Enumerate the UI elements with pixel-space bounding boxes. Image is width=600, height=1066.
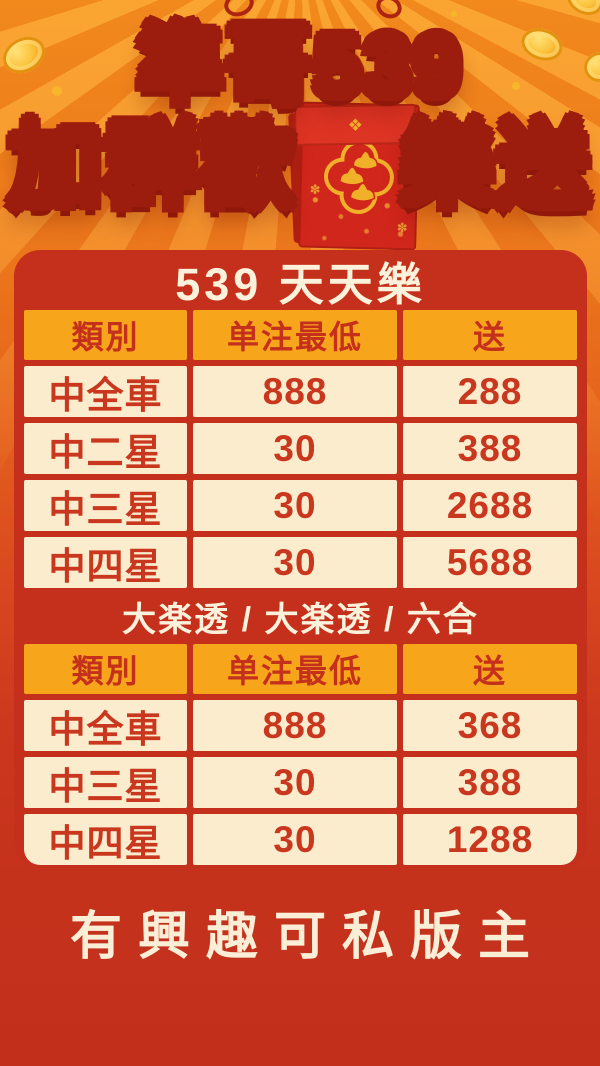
red-envelope-body: ✽ ✽ [298,101,420,251]
offer-card: 539 天天樂 類別 单注最低 送 中全車 888 288 中二星 30 388… [14,250,587,868]
table1-title: 539 天天樂 [175,258,426,310]
gold-dot [451,11,457,17]
table-cell: 30 [193,814,397,865]
table-cell: 中三星 [24,480,187,531]
table-cell: 288 [403,366,577,417]
column-header: 送 [403,644,577,694]
table-cell: 888 [193,700,397,751]
table-cell: 30 [193,537,397,588]
column-header: 類別 [24,644,187,694]
table-cell: 388 [403,757,577,808]
column-header: 单注最低 [193,310,397,360]
table-cell: 中全車 [24,366,187,417]
table-lotto: 類別 单注最低 送 中全車 888 368 中三星 30 388 中四星 30 … [24,644,577,865]
table2-title: 大楽透 / 大楽透 / 六合 [122,600,479,639]
column-header: 送 [403,310,577,360]
red-envelope-icon: ✽ ✽ ❖ [288,101,420,251]
table-cell: 2688 [403,480,577,531]
table-cell: 中二星 [24,423,187,474]
table-cell: 30 [193,757,397,808]
column-header: 单注最低 [193,644,397,694]
title-line2-prefix: 加群歡 [7,112,296,217]
table-cell: 中四星 [24,537,187,588]
title-line2: 加群歡 樂送 [0,118,600,212]
table-cell: 中三星 [24,757,187,808]
gold-dot [52,86,62,96]
table-539: 類別 单注最低 送 中全車 888 288 中二星 30 388 中三星 30 … [24,310,577,588]
table-cell: 30 [193,423,397,474]
title-line1: 準哥539 [0,22,600,108]
table-cell: 368 [403,700,577,751]
table-cell: 中四星 [24,814,187,865]
table-cell: 888 [193,366,397,417]
flower-ornament-icon: ✽ [396,220,408,236]
column-header: 類別 [24,310,187,360]
table-cell: 388 [403,423,577,474]
poster-header: 準哥539 加群歡 樂送 [0,22,600,212]
table-cell: 中全車 [24,700,187,751]
gold-dot [512,82,520,90]
footer-text: 有興趣可私版主 [69,908,546,966]
gold-ingots-medallion-icon [322,138,396,221]
table-cell: 1288 [403,814,577,865]
table-cell: 5688 [403,537,577,588]
title-line2-suffix: 樂送 [400,112,593,217]
table-cell: 30 [193,480,397,531]
